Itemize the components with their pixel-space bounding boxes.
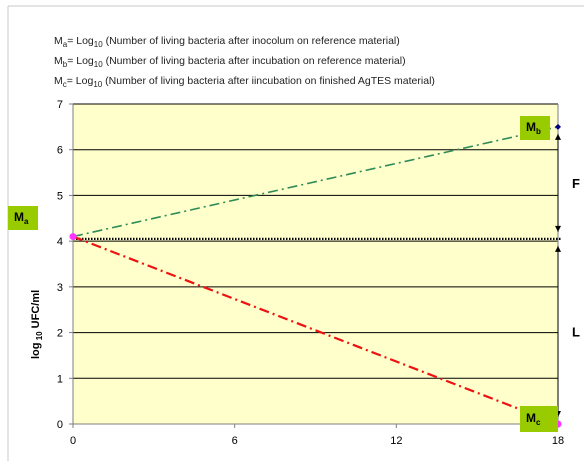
arrow-head-top-L [555, 245, 561, 252]
point-label-c: Mc [520, 406, 558, 432]
y-tick-label-1: 1 [57, 373, 63, 385]
plot-area [73, 104, 558, 424]
y-tick-label-0: 0 [57, 419, 63, 431]
point-label-a: Ma [8, 206, 38, 230]
arrow-label-L: L [572, 324, 580, 339]
difference-arrows: FL [555, 133, 580, 417]
y-tick-label-5: 5 [57, 190, 63, 202]
point-label-box-a [8, 206, 38, 230]
series-line-c [72, 235, 559, 426]
x-tick-label-6: 6 [232, 435, 238, 447]
y-tick-label-7: 7 [57, 99, 63, 111]
y-tick-label-2: 2 [57, 328, 63, 340]
arrow-label-F: F [572, 176, 580, 191]
legend-entry-b: Mb= Log10 (Number of living bacteria aft… [54, 55, 406, 69]
y-tick-label-3: 3 [57, 282, 63, 294]
arrow-head-top-F [555, 133, 561, 140]
y-tick-label-4: 4 [57, 236, 63, 248]
legend: Ma= Log10 (Number of living bacteria aft… [54, 35, 435, 89]
point-label-text-c: Mc [526, 411, 541, 427]
y-axis-label: log 10 UFC/ml [30, 290, 44, 359]
point-label-text-b: Mb [526, 120, 541, 136]
x-tick-label-12: 12 [390, 435, 402, 447]
series-lines [72, 126, 559, 426]
data-point-a [69, 233, 77, 241]
legend-entry-c: Mc= Log10 (Number of living bacteria aft… [54, 75, 435, 89]
arrow-L: L [555, 245, 580, 417]
point-label-box-c [520, 406, 558, 432]
y-tick-label-6: 6 [57, 145, 63, 157]
x-tick-label-0: 0 [70, 435, 76, 447]
point-label-b: Mb [520, 116, 550, 140]
point-labels: Ma Mb Mc [8, 116, 558, 432]
data-points [69, 123, 562, 428]
x-tick-label-18: 18 [552, 435, 564, 447]
arrow-head-bottom-F [555, 225, 561, 232]
point-label-text-a: Ma [14, 210, 29, 226]
legend-entry-a: Ma= Log10 (Number of living bacteria aft… [54, 35, 400, 49]
arrow-F: F [555, 133, 580, 232]
point-label-box-b [520, 116, 550, 140]
series-line-b [72, 126, 559, 238]
gridlines [73, 103, 558, 379]
data-point-b [555, 123, 561, 130]
